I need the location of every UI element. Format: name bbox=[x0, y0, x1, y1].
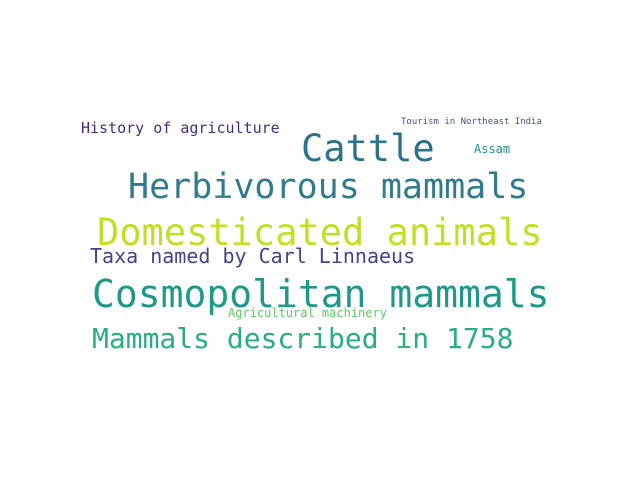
word-cattle: Cattle bbox=[301, 127, 435, 170]
word-assam: Assam bbox=[474, 142, 511, 156]
word-tourism-in-northeast-india: Tourism in Northeast India bbox=[401, 117, 542, 127]
word-mammals-described-in-1758: Mammals described in 1758 bbox=[92, 322, 514, 355]
word-agricultural-machinery: Agricultural machinery bbox=[228, 306, 387, 320]
word-cosmopolitan-mammals: Cosmopolitan mammals bbox=[92, 272, 550, 316]
word-taxa-named-by-carl-linnaeus: Taxa named by Carl Linnaeus bbox=[90, 244, 416, 268]
word-domesticated-animals: Domesticated animals bbox=[97, 211, 543, 254]
word-herbivorous-mammals: Herbivorous mammals bbox=[128, 167, 529, 207]
word-history-of-agriculture: History of agriculture bbox=[81, 119, 280, 137]
